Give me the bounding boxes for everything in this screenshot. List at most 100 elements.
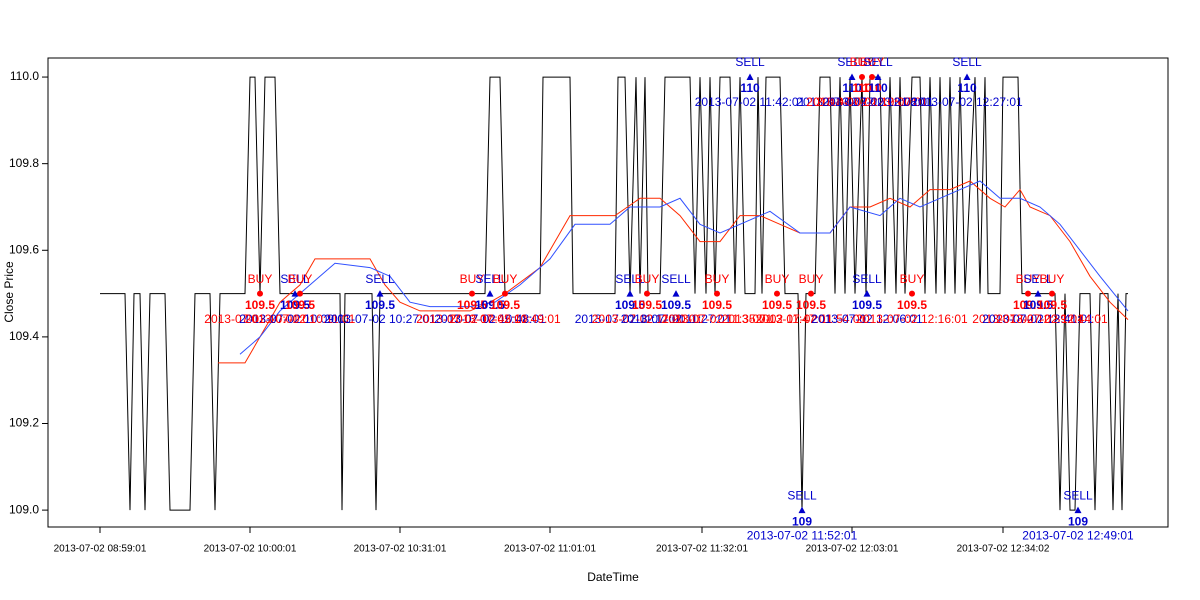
signal-price: 109.5 [457,298,487,312]
signal-label: SELL [280,272,310,286]
signal-time: 2013-07-02 10:49:01 [449,312,561,326]
signal-price: 109 [792,514,812,528]
sell-marker [291,290,299,297]
signal-price: 109.5 [1013,298,1043,312]
y-tick-label: 109.8 [9,156,39,170]
buy-marker [859,74,865,81]
x-tick-label: 2013-07-02 10:31:01 [354,544,447,555]
signal-time: 2013-07-02 12:07:01 [816,95,928,109]
sell-marker [963,73,971,81]
y-tick-label: 109.6 [9,242,39,256]
signal-price: 109.5 [702,298,732,312]
x-tick-label: 2013-07-02 12:03:01 [806,544,899,555]
buy-marker [869,74,875,81]
signal-label: SELL [661,272,691,286]
signal-time: 2013-07-02 12:03:01 [796,95,908,109]
signal-price: 109.5 [852,298,882,312]
y-tick-label: 109.4 [9,329,39,343]
sell-marker [376,290,384,297]
buy-marker [909,290,915,297]
signal-price: 109.5 [280,298,310,312]
signal-time: 2013-07-02 11:35:01 [662,312,773,326]
buy-marker [1025,290,1031,297]
x-tick-label: 2013-07-02 10:00:01 [204,544,297,555]
signal-time: 2013-07-02 11:47:01 [722,312,833,326]
signal-price: 109.5 [796,298,826,312]
plot-frame [47,57,1169,528]
signal-label: SELL [365,272,395,286]
signal-price: 109.5 [490,298,520,312]
signal-label: BUY [460,272,485,286]
sell-marker [746,73,754,81]
sell-marker [848,73,856,81]
buy-marker [808,290,814,297]
price-line [239,180,1129,355]
sell-marker [1034,290,1042,297]
y-axis-label: Close Price [2,261,16,323]
sell-marker [626,290,634,297]
y-tick-label: 109.0 [9,502,39,516]
signal-price: 109.5 [365,298,395,312]
buy-marker [297,290,303,297]
signal-label: SELL [787,488,817,502]
buy-marker [1049,290,1055,297]
sell-marker [1074,506,1082,514]
buy-marker [714,290,720,297]
signal-price: 109.5 [661,298,691,312]
signal-price: 109.5 [1023,298,1053,312]
signal-label: SELL [1063,488,1093,502]
sell-marker [798,506,806,514]
signal-time: 2013-07-02 12:08:01 [822,95,934,109]
buy-marker [774,290,780,297]
signal-price: 110 [740,81,760,95]
signal-label: BUY [1016,272,1041,286]
buy-marker [644,290,650,297]
signal-label: BUY [900,272,925,286]
signal-time: 2013-07-02 12:39:01 [972,312,1084,326]
signal-label: BUY [705,272,730,286]
signal-label: BUY [799,272,824,286]
x-axis-label: DateTime [587,570,639,584]
signal-time: 2013-07-02 10:48:01 [434,312,546,326]
y-tick-label: 109.2 [9,416,39,430]
signal-time: 2013-07-02 11:52:01 [747,528,858,542]
signal-price: 109.5 [245,298,275,312]
signal-time: 2013-07-02 12:27:01 [911,95,1023,109]
signal-price: 109.5 [762,298,792,312]
signal-label: SELL [615,272,645,286]
sell-marker [486,290,494,297]
signal-time: 2013-07-02 10:27:01 [324,312,436,326]
signal-price: 110 [842,81,862,95]
buy-marker [502,290,508,297]
signal-time: 2013-07-02 10:11:01 [245,312,356,326]
sell-marker [863,290,871,297]
signal-time: 2013-07-02 11:54:01 [756,312,867,326]
signal-price: 109.5 [632,298,662,312]
signal-time: 2013-07-02 12:05:01 [806,95,918,109]
signal-price: 109.5 [475,298,505,312]
y-tick-label: 110.0 [10,69,39,83]
signal-label: BUY [493,272,518,286]
signal-price: 110 [852,81,872,95]
signal-price: 110 [957,81,977,95]
signal-price: 109.5 [897,298,927,312]
signal-time: 2013-07-02 10:01:01 [204,312,316,326]
signal-label: SELL [735,55,765,69]
signal-label: SELL [475,272,505,286]
signal-price: 109.5 [1037,298,1067,312]
signal-label: SELL [852,272,882,286]
signal-price: 109 [1068,514,1088,528]
signal-label: SELL [952,55,982,69]
signal-label: SELL [1023,272,1053,286]
price-line [100,76,1128,511]
signal-price: 110 [868,81,888,95]
signal-label: BUY [1040,272,1065,286]
signal-label: SELL [863,55,893,69]
x-tick-label: 2013-07-02 08:59:01 [54,544,147,555]
signal-time: 2013-07-02 11:42:01 [695,95,806,109]
signal-time: 2013-07-02 12:49:01 [1022,528,1134,542]
signal-time: 2013-07-02 11:20:01 [592,312,703,326]
signal-label: BUY [850,55,875,69]
signal-time: 2013-07-02 11:17:01 [575,312,686,326]
